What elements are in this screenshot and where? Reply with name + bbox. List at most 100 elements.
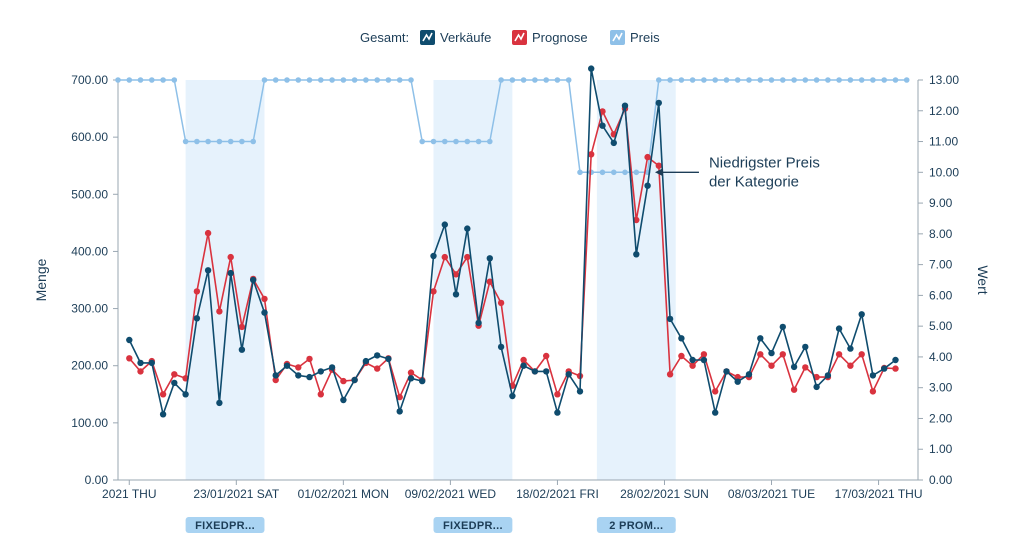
band-badge-label: FIXEDPR... [195, 520, 255, 532]
data-point [115, 77, 121, 83]
data-point [430, 288, 437, 295]
data-point [193, 315, 201, 322]
data-point [543, 368, 550, 375]
data-point [633, 216, 640, 224]
data-point [554, 77, 561, 83]
data-point [205, 138, 211, 145]
y-tick-right-label: 12.00 [929, 104, 959, 118]
data-point [610, 139, 617, 147]
data-point [667, 77, 673, 83]
band-badge-2: 2 PROM... [596, 517, 676, 533]
legend-label: Preis [630, 30, 660, 45]
data-point [329, 77, 335, 83]
data-point [430, 138, 437, 145]
data-point [126, 77, 133, 83]
data-point [723, 368, 730, 375]
data-point [340, 396, 347, 404]
data-point [666, 315, 674, 323]
data-point [216, 138, 223, 145]
data-point [644, 153, 651, 161]
data-point [182, 391, 189, 398]
data-point [194, 138, 200, 145]
data-point [159, 391, 167, 398]
x-tick-label: 01/02/2021 MON [298, 487, 389, 501]
legend-label: Verkäufe [440, 30, 491, 45]
data-point [723, 77, 730, 83]
data-point [791, 77, 797, 83]
data-point [802, 343, 809, 351]
y-ticks-right: 0.00 1.00 2.00 3.00 4.00 5.00 6.00 7.00 8.00 9.00… [918, 73, 959, 487]
x-tick-label: 18/02/2021 FRI [516, 487, 599, 501]
data-point [712, 77, 718, 83]
data-point [847, 77, 854, 83]
data-point [599, 122, 606, 129]
data-point [238, 323, 246, 331]
data-point [419, 138, 426, 145]
data-point [272, 372, 279, 379]
y-tick-right-label: 8.00 [929, 227, 953, 241]
band-badge-bg [433, 517, 513, 533]
data-point [847, 362, 854, 369]
data-point [734, 373, 741, 381]
data-point [182, 138, 189, 145]
data-point [351, 376, 358, 384]
data-point [441, 253, 448, 261]
data-point [475, 138, 482, 145]
data-point [633, 169, 640, 176]
legend-label: Prognose [532, 30, 588, 45]
data-point [318, 77, 324, 83]
y-tick-left-label: 100.00 [71, 416, 108, 430]
y-tick-left-label: 600.00 [71, 130, 108, 144]
data-point [193, 288, 201, 295]
data-point [385, 77, 392, 83]
data-point [261, 309, 268, 316]
legend-title: Gesamt: [360, 30, 409, 45]
band-badge-label: FIXEDPR... [443, 520, 503, 532]
annotation: Niedrigster Preis der Kategorie [654, 154, 820, 190]
data-point [611, 169, 617, 176]
data-point [903, 77, 910, 83]
data-point [768, 349, 775, 357]
y-tick-right-label: 6.00 [929, 288, 953, 302]
y-tick-right-label: 10.00 [929, 165, 959, 179]
y-tick-left-label: 200.00 [71, 359, 108, 373]
data-point [227, 138, 234, 145]
y-axis-left-title: Menge [33, 258, 49, 301]
data-point [780, 77, 786, 83]
data-point [442, 138, 448, 145]
data-point [588, 65, 595, 72]
data-point [396, 77, 403, 83]
y-tick-right-label: 2.00 [929, 411, 953, 425]
data-point [497, 299, 505, 307]
data-point [295, 77, 302, 83]
data-point [250, 138, 256, 145]
data-point [531, 368, 539, 375]
data-point [419, 377, 426, 385]
data-point [779, 323, 786, 331]
data-point [272, 376, 279, 384]
highlight-band-2 [596, 80, 676, 480]
data-point [678, 335, 685, 342]
data-point [261, 77, 268, 83]
data-point [689, 362, 696, 369]
annotation-line-2: der Kategorie [709, 173, 799, 190]
legend-item-forecast: Prognose [512, 30, 588, 45]
data-point [869, 372, 877, 379]
data-point [159, 411, 167, 418]
data-point [813, 383, 820, 391]
data-point [363, 77, 369, 83]
data-point [407, 375, 415, 382]
data-point [599, 169, 606, 176]
data-point [464, 138, 471, 145]
data-point [216, 308, 223, 315]
data-point [554, 391, 561, 398]
data-point [836, 77, 842, 83]
data-point [509, 392, 516, 400]
y-tick-left-label: 700.00 [71, 73, 108, 87]
y-tick-right-label: 13.00 [929, 73, 959, 87]
data-point [565, 77, 572, 83]
data-point [745, 371, 753, 378]
data-point [532, 77, 538, 83]
data-point [655, 162, 662, 169]
